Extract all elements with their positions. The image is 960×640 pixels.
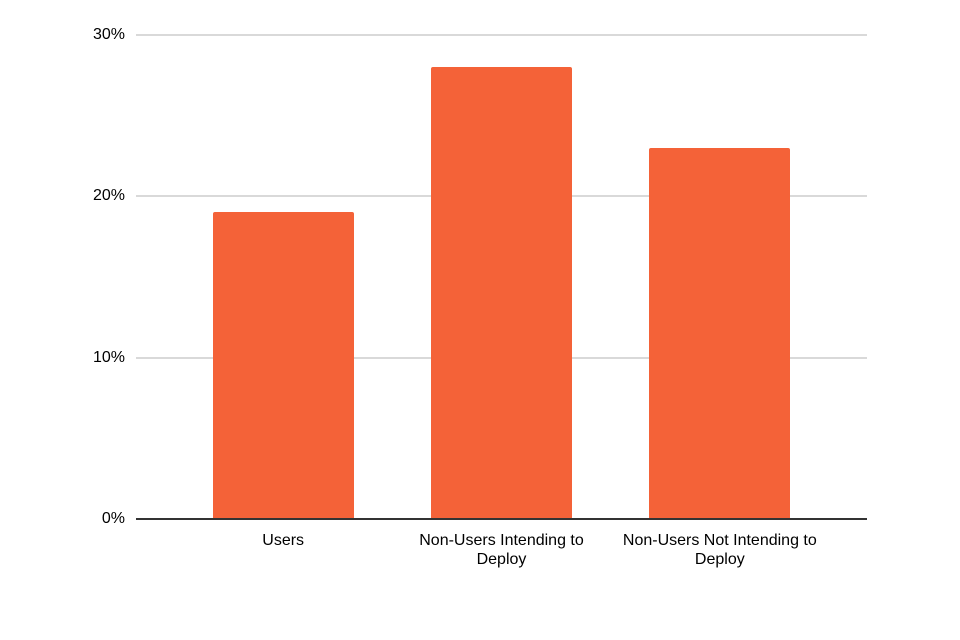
- y-tick-label-0: 0%: [101, 510, 125, 527]
- y-tick-label-3: 30%: [92, 26, 125, 43]
- bar-2: [649, 147, 791, 519]
- x-axis-line: [136, 518, 867, 520]
- x-category-label-0: Users: [262, 532, 305, 549]
- x-category-label-2: Non-Users Not Intending to Deploy: [622, 532, 817, 568]
- bar-0: [212, 212, 354, 519]
- x-category-label-1: Non-Users Intending to Deploy: [419, 532, 584, 568]
- y-tick-label-2: 20%: [92, 187, 125, 205]
- gridline-30%: [136, 34, 867, 36]
- bar-1: [431, 67, 572, 519]
- y-tick-label-1: 10%: [92, 348, 125, 366]
